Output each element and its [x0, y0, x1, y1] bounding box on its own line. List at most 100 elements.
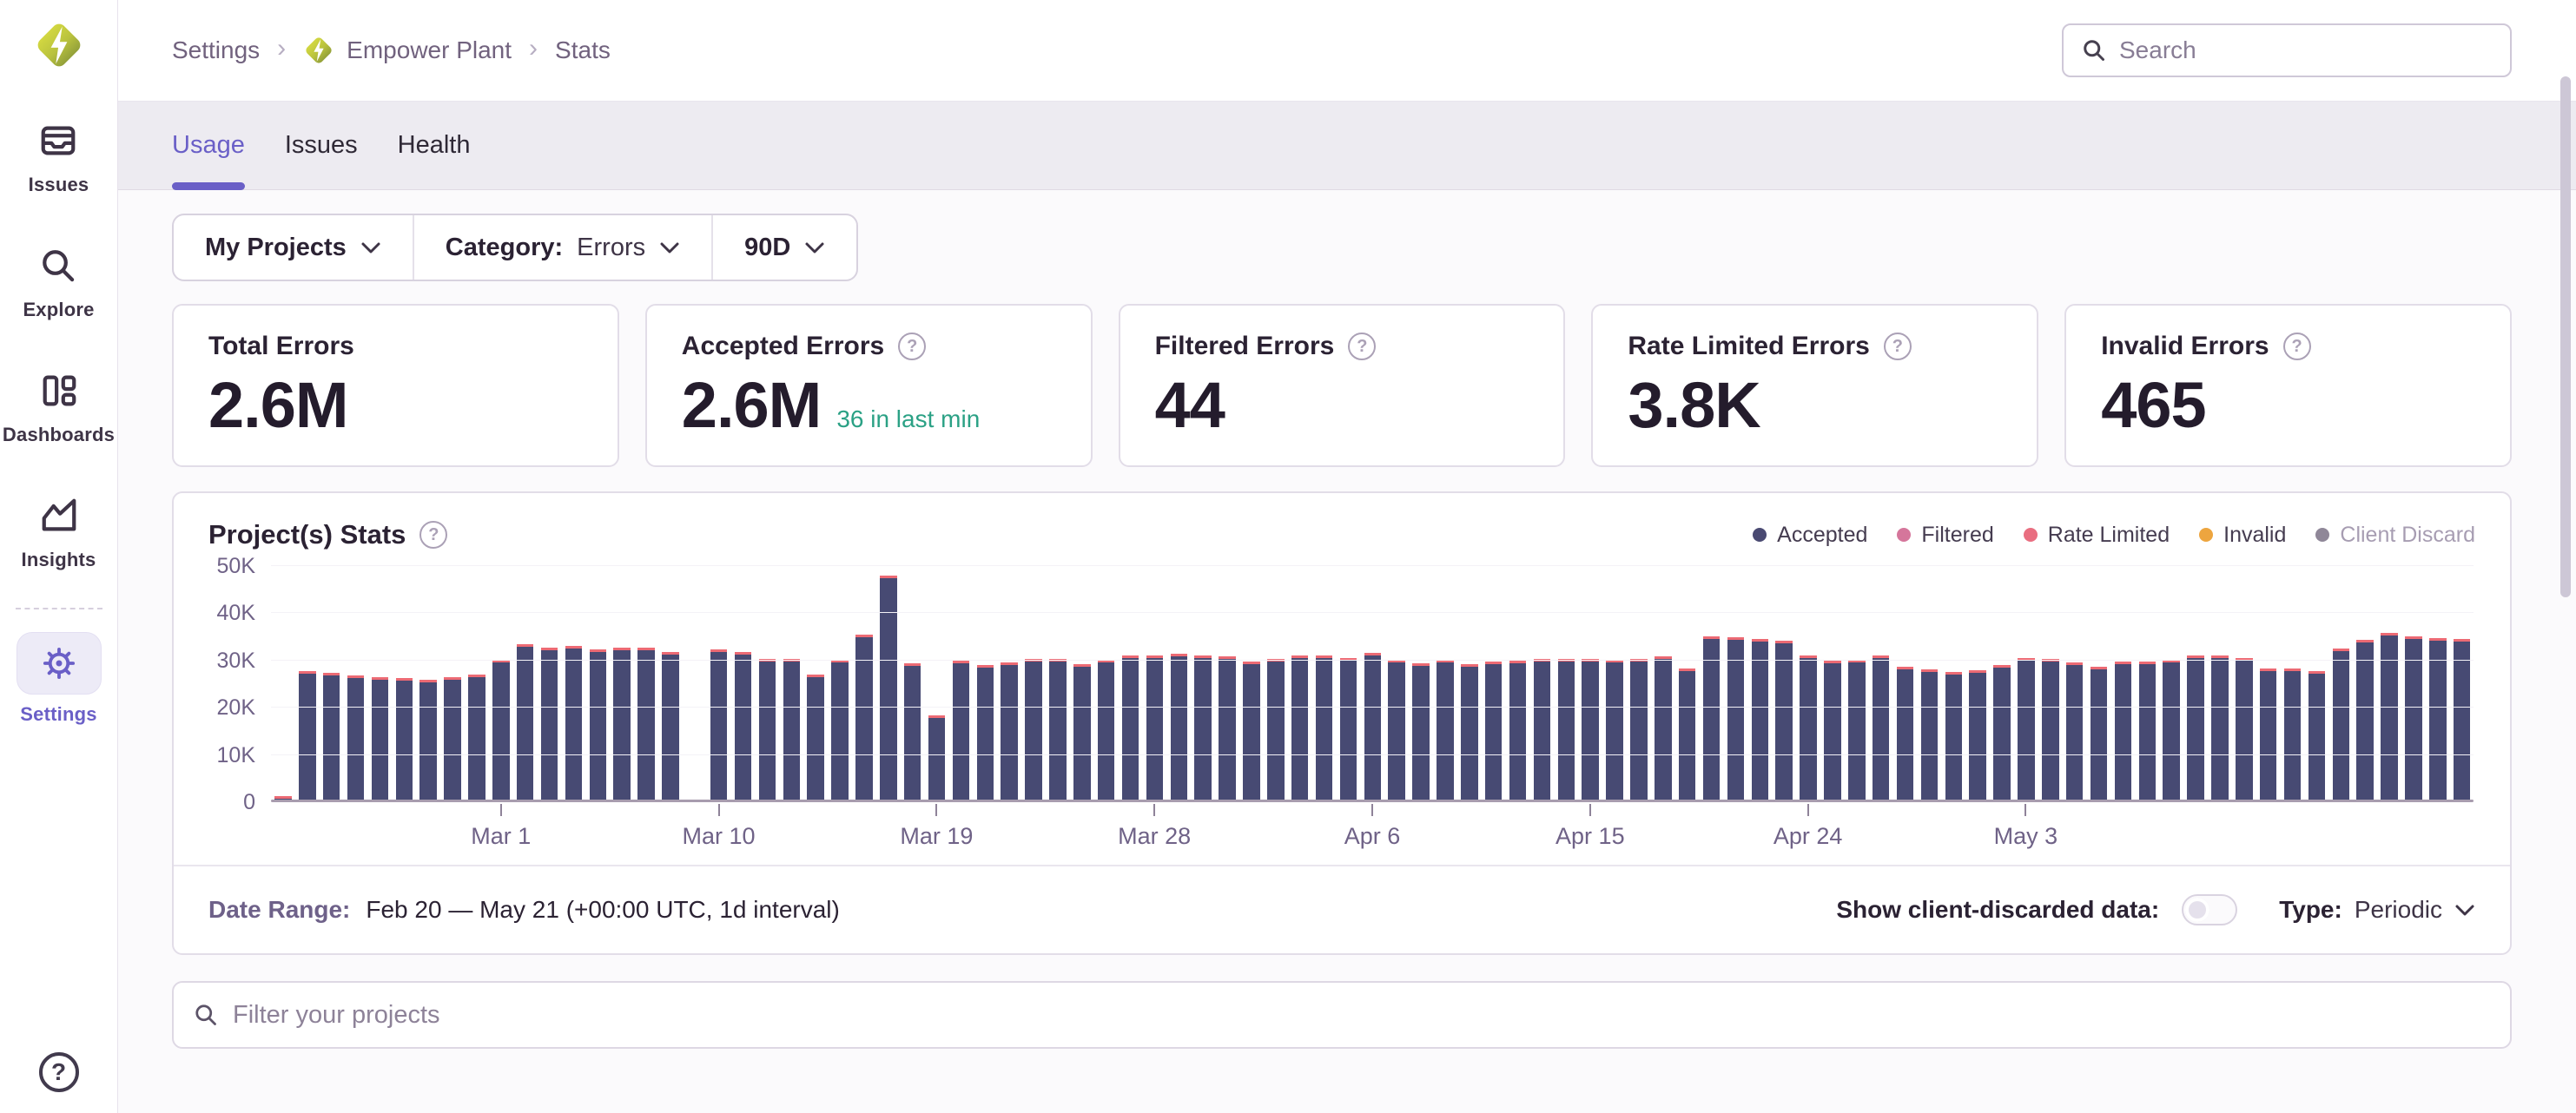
tab-usage[interactable]: Usage — [172, 102, 245, 190]
chart-bar[interactable] — [1509, 660, 1527, 800]
chart-bar[interactable] — [2018, 658, 2035, 800]
chart-bar[interactable] — [662, 652, 679, 800]
chart-bar[interactable] — [2405, 636, 2422, 800]
chart-bar[interactable] — [710, 649, 728, 800]
chart-bar[interactable] — [734, 652, 752, 800]
chart-bar[interactable] — [831, 660, 849, 800]
chart-bar[interactable] — [952, 660, 970, 800]
chart-bar[interactable] — [1291, 655, 1309, 800]
chart-bar[interactable] — [347, 675, 365, 800]
chart-bar[interactable] — [880, 576, 897, 800]
chart-bar[interactable] — [1896, 666, 1914, 800]
chart-bar[interactable] — [274, 796, 292, 800]
chart-bar[interactable] — [1557, 658, 1575, 800]
chart-bar[interactable] — [1461, 663, 1478, 800]
chart-bar[interactable] — [516, 644, 534, 800]
type-selector[interactable]: Type: Periodic — [2279, 896, 2475, 924]
chart-bar[interactable] — [758, 659, 776, 800]
chart-bar[interactable] — [2042, 659, 2059, 800]
chart-bar[interactable] — [1533, 658, 1551, 800]
chart-bar[interactable] — [1727, 637, 1745, 800]
chart-bar[interactable] — [855, 634, 873, 800]
project-filter-input[interactable] — [233, 1000, 2491, 1030]
chart-bar[interactable] — [2138, 662, 2157, 800]
chart-bar[interactable] — [540, 647, 558, 800]
chart-bar[interactable] — [371, 677, 389, 800]
global-search[interactable] — [2062, 23, 2512, 77]
project-filter[interactable] — [172, 981, 2512, 1049]
chart-bar[interactable] — [1364, 652, 1382, 800]
search-input[interactable] — [2119, 36, 2493, 64]
chart-bar[interactable] — [589, 649, 607, 800]
chart-bar[interactable] — [2065, 662, 2084, 800]
chart-bar[interactable] — [1170, 653, 1188, 800]
chart-bar[interactable] — [1702, 636, 1721, 800]
project-selector[interactable]: My Projects — [174, 215, 413, 280]
help-icon[interactable]: ? — [1348, 333, 1377, 360]
app-logo[interactable] — [31, 19, 87, 71]
chart-bar[interactable] — [1751, 639, 1769, 800]
sidebar-item-insights[interactable]: Insights — [22, 491, 96, 571]
chart-bar[interactable] — [1001, 662, 1018, 800]
legend-item[interactable]: Filtered — [1897, 523, 1994, 548]
period-selector[interactable]: 90D — [711, 215, 856, 280]
chart-bar[interactable] — [807, 674, 824, 800]
chart-bar[interactable] — [1315, 655, 1333, 800]
chart-bar[interactable] — [565, 646, 583, 800]
help-icon[interactable]: ? — [419, 521, 448, 549]
chart-bar[interactable] — [613, 648, 631, 800]
chart-bar[interactable] — [1025, 658, 1042, 800]
chart-bar[interactable] — [299, 671, 316, 800]
chart-bar[interactable] — [928, 715, 946, 800]
sidebar-item-issues[interactable]: Issues — [29, 116, 89, 196]
chart-bar[interactable] — [1219, 656, 1236, 800]
chart-bar[interactable] — [1582, 659, 1599, 800]
chart-bar[interactable] — [976, 664, 994, 800]
chart-bar[interactable] — [2356, 639, 2374, 800]
sidebar-item-settings[interactable]: Settings — [16, 632, 102, 726]
sidebar-item-explore[interactable]: Explore — [23, 241, 94, 321]
chart-bar[interactable] — [2211, 655, 2229, 800]
chart-bar[interactable] — [1606, 660, 1623, 800]
chart-bar[interactable] — [1073, 663, 1091, 800]
legend-item[interactable]: Rate Limited — [2023, 523, 2170, 548]
chart-bar[interactable] — [468, 675, 485, 800]
sidebar-item-dashboards[interactable]: Dashboards — [3, 366, 115, 446]
chart-bar[interactable] — [1243, 662, 1260, 800]
help-icon[interactable]: ? — [898, 333, 927, 360]
chart-bar[interactable] — [2381, 633, 2398, 800]
legend-item[interactable]: Invalid — [2199, 523, 2286, 548]
chart-plot-area[interactable] — [271, 565, 2474, 802]
chart-bar[interactable] — [1194, 655, 1212, 800]
tab-issues[interactable]: Issues — [284, 131, 358, 159]
chart-bar[interactable] — [1412, 662, 1430, 800]
chart-bar[interactable] — [2283, 668, 2302, 800]
chart-bar[interactable] — [444, 676, 461, 800]
chart-bar[interactable] — [1824, 661, 1841, 800]
breadcrumb-settings[interactable]: Settings — [172, 36, 261, 63]
chart-bar[interactable] — [1920, 668, 1939, 800]
category-selector[interactable]: Category: Errors — [412, 215, 711, 280]
chart-bar[interactable] — [1993, 665, 2011, 800]
tab-health[interactable]: Health — [397, 131, 471, 159]
legend-item[interactable]: Client Discard — [2315, 523, 2475, 548]
help-button[interactable]: ? — [38, 1052, 79, 1092]
chart-bar[interactable] — [1437, 660, 1454, 800]
chart-bar[interactable] — [1775, 640, 1793, 800]
chart-bar[interactable] — [2259, 668, 2277, 800]
chart-bar[interactable] — [2236, 657, 2253, 800]
chart-bar[interactable] — [1800, 655, 1817, 800]
help-icon[interactable]: ? — [1883, 333, 1912, 360]
chart-bar[interactable] — [1049, 658, 1067, 800]
chart-bar[interactable] — [637, 647, 655, 800]
chart-bar[interactable] — [783, 659, 801, 800]
chart-bar[interactable] — [1339, 658, 1357, 800]
chart-bar[interactable] — [1655, 655, 1672, 800]
chart-bar[interactable] — [1969, 669, 1986, 800]
chart-bar[interactable] — [1097, 660, 1115, 800]
vertical-scrollbar[interactable] — [2560, 76, 2571, 597]
client-discard-toggle[interactable] — [2182, 894, 2238, 925]
chart-bar[interactable] — [1630, 659, 1648, 800]
chart-bar[interactable] — [2090, 667, 2108, 800]
chart-bar[interactable] — [1121, 655, 1139, 800]
